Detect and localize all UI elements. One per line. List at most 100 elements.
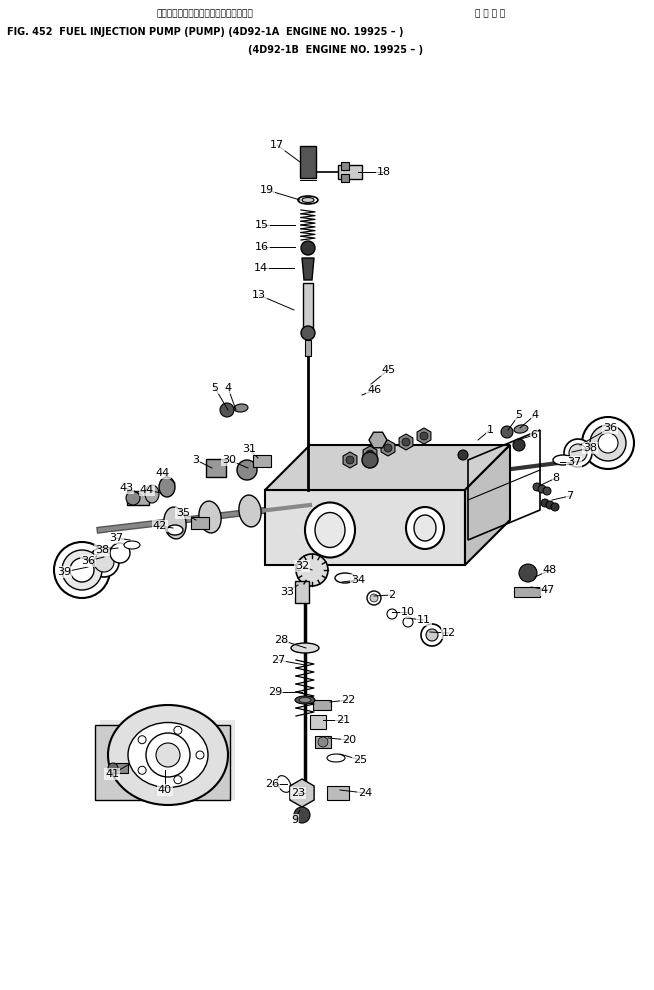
Ellipse shape — [305, 503, 355, 557]
Circle shape — [519, 564, 537, 582]
Circle shape — [294, 807, 310, 823]
Text: 7: 7 — [566, 491, 574, 501]
Ellipse shape — [94, 552, 114, 572]
Circle shape — [174, 776, 182, 784]
Text: 28: 28 — [274, 635, 288, 645]
Text: 37: 37 — [109, 533, 123, 543]
Text: 22: 22 — [341, 695, 355, 705]
Bar — [341, 174, 349, 182]
Text: 45: 45 — [381, 365, 395, 375]
Text: 16: 16 — [255, 242, 269, 252]
Ellipse shape — [298, 196, 318, 204]
Ellipse shape — [403, 617, 413, 627]
Polygon shape — [265, 445, 510, 490]
Text: 44: 44 — [156, 468, 170, 478]
Polygon shape — [343, 452, 357, 468]
Text: 26: 26 — [265, 779, 279, 789]
Ellipse shape — [145, 485, 159, 503]
Polygon shape — [363, 446, 377, 462]
Text: 15: 15 — [255, 220, 269, 230]
Text: 37: 37 — [567, 457, 581, 467]
Text: 11: 11 — [417, 615, 431, 625]
Bar — [338, 165, 362, 179]
Bar — [327, 786, 349, 800]
Text: 4: 4 — [224, 383, 232, 393]
Circle shape — [402, 438, 410, 446]
Ellipse shape — [327, 754, 345, 762]
Circle shape — [513, 439, 525, 451]
Text: 12: 12 — [442, 628, 456, 638]
Text: 48: 48 — [543, 565, 557, 575]
Text: 38: 38 — [583, 443, 597, 453]
Bar — [127, 491, 149, 505]
Text: フェエルインジェクションボンプボンプ: フェエルインジェクションボンプボンプ — [156, 10, 253, 19]
Text: 43: 43 — [119, 483, 133, 493]
Text: 36: 36 — [81, 556, 95, 566]
Ellipse shape — [110, 543, 130, 563]
Text: 34: 34 — [351, 575, 365, 585]
Bar — [206, 459, 226, 477]
Circle shape — [533, 483, 541, 491]
Circle shape — [362, 452, 378, 468]
Ellipse shape — [335, 573, 355, 583]
Text: 39: 39 — [57, 567, 71, 577]
Circle shape — [546, 501, 554, 509]
Text: 31: 31 — [242, 444, 256, 454]
Polygon shape — [302, 258, 314, 280]
Text: 27: 27 — [271, 655, 285, 665]
Ellipse shape — [108, 705, 228, 805]
Circle shape — [543, 487, 551, 495]
Ellipse shape — [387, 609, 397, 619]
Ellipse shape — [426, 629, 438, 641]
Circle shape — [196, 751, 204, 759]
Text: 18: 18 — [377, 167, 391, 177]
Ellipse shape — [406, 507, 444, 549]
Circle shape — [156, 743, 180, 767]
Ellipse shape — [239, 495, 261, 527]
Circle shape — [551, 503, 559, 511]
Bar — [315, 736, 331, 748]
Circle shape — [146, 733, 190, 777]
Circle shape — [538, 485, 546, 493]
Text: FIG. 452  FUEL INJECTION PUMP (PUMP) (4D92-1A  ENGINE NO. 19925 – ): FIG. 452 FUEL INJECTION PUMP (PUMP) (4D9… — [7, 27, 404, 37]
Bar — [305, 340, 311, 356]
Circle shape — [318, 737, 328, 747]
Text: 36: 36 — [603, 423, 617, 433]
Bar — [303, 283, 313, 333]
Ellipse shape — [159, 477, 175, 497]
Ellipse shape — [164, 507, 186, 539]
Text: 適 用 号 機: 適 用 号 機 — [475, 10, 505, 19]
Text: 9: 9 — [292, 815, 299, 825]
Ellipse shape — [367, 591, 381, 605]
Ellipse shape — [553, 455, 573, 465]
Polygon shape — [399, 434, 413, 450]
Circle shape — [366, 450, 374, 458]
Bar — [514, 587, 540, 597]
Polygon shape — [465, 445, 510, 565]
Text: 47: 47 — [541, 585, 555, 595]
Circle shape — [296, 554, 328, 586]
Ellipse shape — [291, 643, 319, 653]
Ellipse shape — [564, 439, 592, 467]
Text: 5: 5 — [515, 410, 523, 420]
Ellipse shape — [62, 550, 102, 590]
Text: 32: 32 — [295, 561, 309, 571]
Circle shape — [220, 403, 234, 417]
Polygon shape — [417, 428, 431, 444]
Circle shape — [301, 326, 315, 340]
Circle shape — [301, 241, 315, 255]
Circle shape — [138, 736, 146, 743]
Ellipse shape — [234, 404, 248, 412]
Ellipse shape — [299, 698, 311, 703]
Text: 46: 46 — [367, 385, 381, 395]
Bar — [295, 581, 309, 603]
Polygon shape — [381, 440, 395, 456]
Ellipse shape — [569, 444, 587, 462]
Bar — [191, 517, 209, 529]
Text: 14: 14 — [254, 263, 268, 273]
Text: 33: 33 — [280, 587, 294, 597]
Ellipse shape — [124, 541, 140, 549]
Bar — [112, 763, 128, 773]
Text: 17: 17 — [270, 140, 284, 150]
Ellipse shape — [414, 515, 436, 541]
